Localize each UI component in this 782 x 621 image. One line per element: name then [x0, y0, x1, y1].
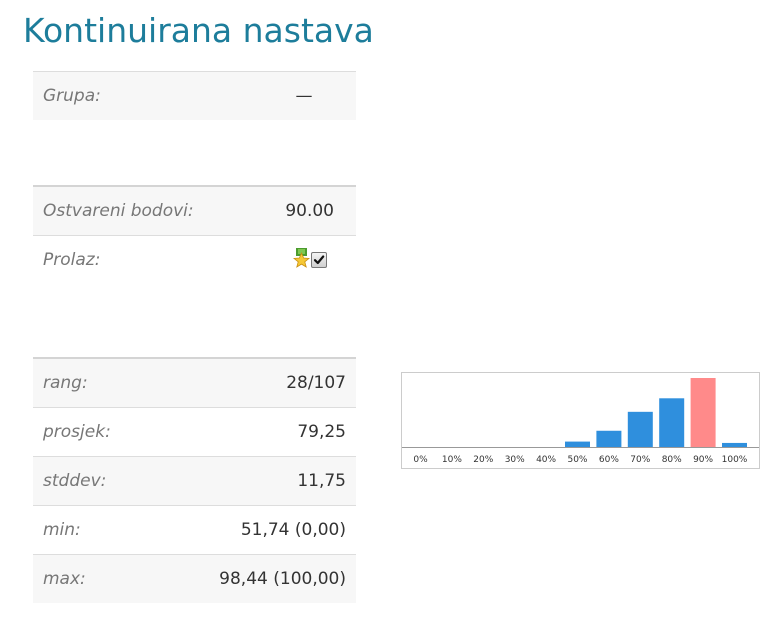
histogram-bar: [659, 398, 685, 447]
pass-row: Prolaz:: [33, 235, 356, 284]
points-value: 90.00: [263, 185, 356, 236]
group-value: —: [251, 71, 356, 120]
stats-table: rang: 28/107 prosjek: 79,25 stddev: 11,7…: [33, 357, 356, 603]
score-table: Ostvareni bodovi: 90.00 Prolaz:: [33, 185, 356, 284]
stat-row-min: min: 51,74 (0,00): [33, 505, 356, 555]
histogram-tick-label: 0%: [413, 455, 428, 465]
stat-value: 79,25: [153, 407, 356, 457]
histogram-tick-label: 50%: [567, 455, 587, 465]
group-label: Grupa:: [33, 71, 252, 120]
histogram-tick-label: 70%: [630, 455, 650, 465]
histogram-bar: [565, 441, 590, 447]
stat-row-max: max: 98,44 (100,00): [33, 554, 356, 603]
histogram-tick-label: 80%: [662, 455, 682, 465]
histogram-bar: [627, 411, 653, 447]
group-table: Grupa: —: [33, 71, 356, 120]
stat-label: rang:: [33, 357, 154, 408]
histogram-tick-label: 90%: [693, 455, 713, 465]
histogram-tick-label: 10%: [442, 455, 462, 465]
stat-value: 11,75: [153, 456, 356, 506]
stat-row-stddev: stddev: 11,75: [33, 456, 356, 506]
stat-label: prosjek:: [33, 407, 154, 457]
stat-label: min:: [33, 505, 154, 555]
points-row: Ostvareni bodovi: 90.00: [33, 185, 356, 236]
checkbox-checked-icon: [310, 251, 327, 268]
stat-value: 28/107: [153, 357, 356, 408]
histogram-tick-label: 60%: [599, 455, 619, 465]
histogram-tick-label: 100%: [722, 455, 748, 465]
score-distribution-chart: 0% 10% 20% 30% 40% 50% 60% 70% 80% 90% 100%: [401, 372, 760, 469]
pass-status: [292, 247, 327, 268]
histogram-svg: 0% 10% 20% 30% 40% 50% 60% 70% 80% 90% 100%: [402, 378, 759, 465]
stat-value: 98,44 (100,00): [153, 554, 356, 603]
pass-label: Prolaz:: [33, 235, 264, 284]
star-badge-icon: [292, 247, 310, 268]
histogram-tick-label: 30%: [505, 455, 525, 465]
stat-row-mean: prosjek: 79,25: [33, 407, 356, 457]
group-row: Grupa: —: [33, 71, 356, 120]
histogram-tick-label: 20%: [473, 455, 493, 465]
stat-label: stddev:: [33, 456, 154, 506]
histogram-bar: [596, 430, 622, 447]
stat-label: max:: [33, 554, 154, 603]
pass-cell: [263, 235, 356, 284]
stat-row-rank: rang: 28/107: [33, 357, 356, 408]
histogram-bar: [722, 442, 747, 447]
histogram-bar: [690, 378, 716, 447]
points-label: Ostvareni bodovi:: [33, 185, 264, 236]
histogram-tick-label: 40%: [536, 455, 556, 465]
stat-value: 51,74 (0,00): [153, 505, 356, 555]
page-title: Kontinuirana nastava: [23, 11, 374, 50]
